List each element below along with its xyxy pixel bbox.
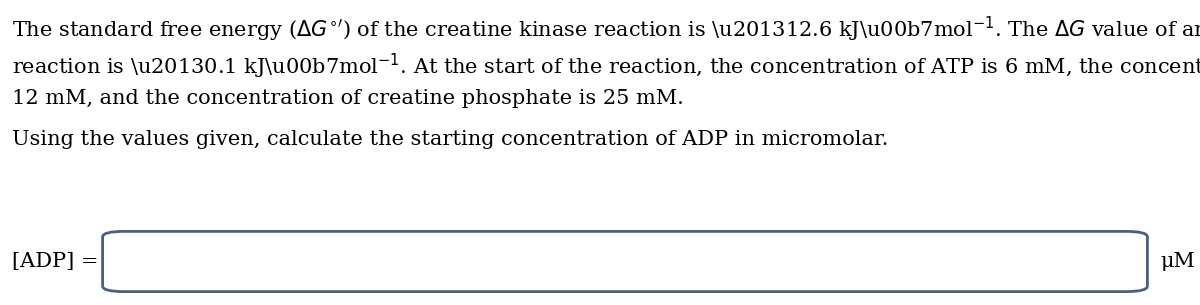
Text: Using the values given, calculate the starting concentration of ADP in micromola: Using the values given, calculate the st… (12, 130, 888, 149)
Text: μM: μM (1160, 252, 1195, 271)
Text: 12 mM, and the concentration of creatine phosphate is 25 mM.: 12 mM, and the concentration of creatine… (12, 89, 684, 108)
Text: reaction is \u20130.1 kJ\u00b7mol$^{-1}$. At the start of the reaction, the conc: reaction is \u20130.1 kJ\u00b7mol$^{-1}$… (12, 52, 1200, 81)
Text: [ADP] =: [ADP] = (12, 252, 98, 271)
Text: The standard free energy ($\Delta G^{\circ\prime}$) of the creatine kinase react: The standard free energy ($\Delta G^{\ci… (12, 15, 1200, 44)
